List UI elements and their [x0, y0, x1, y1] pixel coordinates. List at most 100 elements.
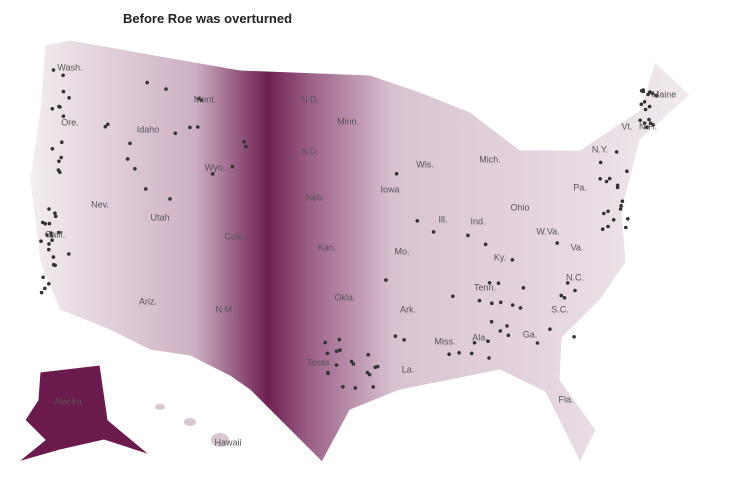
dot [618, 207, 623, 211]
dot [47, 221, 52, 226]
dot [466, 233, 470, 238]
dot [615, 185, 620, 190]
dot [506, 333, 511, 338]
dot [638, 118, 642, 123]
dot [535, 341, 540, 345]
state-label: Maine [652, 89, 677, 99]
state-label: Neb. [305, 192, 324, 202]
dot [59, 155, 63, 160]
dot [510, 303, 515, 307]
dot [367, 372, 372, 377]
state-label: Tenn. [474, 282, 496, 292]
state-label: Ariz. [139, 296, 157, 306]
state-label: Ala. [472, 332, 488, 342]
dot [598, 160, 603, 165]
dot [642, 121, 647, 125]
state-label: Ark. [400, 304, 416, 314]
state-label: N.Y. [592, 144, 608, 154]
dot [620, 199, 625, 203]
dot [326, 370, 330, 375]
dot [144, 187, 148, 191]
state-label: Ga. [523, 329, 538, 339]
state-label: Vt. [621, 121, 632, 131]
state-label: Fla. [558, 394, 573, 404]
state-label: Ore. [61, 117, 79, 127]
state-label: S.C. [551, 304, 569, 314]
dot [431, 230, 436, 234]
dot [61, 73, 65, 78]
dot [555, 241, 559, 245]
dot [53, 214, 58, 219]
dot [490, 301, 494, 306]
dot [168, 197, 172, 201]
dot [565, 281, 570, 285]
state-label: Wash. [57, 62, 82, 72]
alaska [17, 364, 151, 463]
dot [133, 167, 137, 171]
dot [47, 282, 51, 286]
dot [489, 319, 494, 324]
dot [338, 348, 342, 352]
state-label: Iowa [380, 184, 399, 194]
dot [61, 114, 66, 118]
dot [647, 104, 652, 109]
state-label: Miss. [435, 336, 456, 346]
dot [619, 204, 623, 208]
dot [199, 98, 204, 102]
dot [173, 131, 178, 136]
state-label: Mont. [194, 94, 217, 104]
state-label: Ill. [439, 214, 448, 224]
dot [323, 340, 328, 345]
dot [164, 87, 168, 91]
dot [337, 337, 342, 342]
dot [625, 169, 629, 173]
dot [43, 221, 48, 226]
dot [325, 351, 330, 356]
dot [645, 125, 649, 129]
dot [103, 124, 108, 129]
state-label: Mo. [394, 246, 409, 256]
dot [39, 290, 44, 295]
dot [498, 300, 503, 305]
dot [334, 349, 339, 354]
dot [642, 100, 647, 104]
dot [472, 341, 477, 345]
dot [53, 211, 57, 215]
dot [600, 227, 605, 231]
dot [60, 140, 64, 144]
dot [510, 258, 515, 262]
dot [50, 107, 55, 111]
dot [643, 107, 648, 112]
dot [353, 386, 358, 390]
state-label: N.D. [301, 94, 319, 104]
state-label: W.Va. [536, 226, 559, 236]
dot [145, 80, 149, 85]
dot [244, 144, 248, 149]
dot [626, 217, 630, 221]
dot [197, 96, 201, 101]
dot [39, 239, 43, 243]
dot [45, 233, 49, 237]
state-label: Hawaii [214, 437, 241, 447]
dot [375, 364, 380, 369]
dot [573, 288, 577, 293]
dot [41, 275, 45, 280]
dot [641, 88, 646, 92]
dot [648, 121, 653, 125]
dot [50, 147, 55, 151]
dot [486, 339, 490, 344]
us-mainland [29, 39, 691, 464]
dot [611, 218, 616, 222]
state-label: Ky. [494, 252, 506, 262]
dot [451, 294, 455, 299]
dot [604, 179, 609, 184]
dot [606, 224, 610, 229]
dot [518, 306, 523, 310]
dot [572, 335, 576, 339]
dot [242, 139, 246, 144]
dot [57, 104, 61, 109]
dot [394, 171, 399, 176]
state-label: Wyo. [205, 162, 225, 172]
dot [51, 255, 56, 259]
dot [341, 385, 345, 389]
